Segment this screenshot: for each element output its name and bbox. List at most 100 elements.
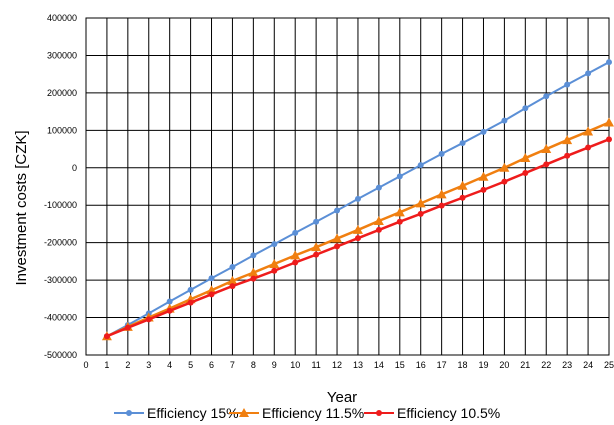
- x-tick-label: 0: [83, 360, 88, 370]
- data-point: [292, 229, 299, 236]
- data-point: [417, 210, 424, 217]
- y-tick-label: 100000: [47, 125, 77, 135]
- data-point: [417, 162, 424, 169]
- y-tick-label: -100000: [44, 200, 77, 210]
- y-tick-label: 200000: [47, 88, 77, 98]
- data-point: [313, 251, 320, 258]
- x-tick-label: 15: [395, 360, 405, 370]
- legend-marker: [376, 410, 382, 416]
- data-point: [541, 144, 552, 154]
- data-point: [187, 286, 194, 293]
- legend-item-2: Efficiency 11.5%: [229, 405, 364, 421]
- legend-label: Efficiency 11.5%: [262, 405, 364, 421]
- data-point: [394, 207, 405, 217]
- data-point: [585, 70, 592, 77]
- y-tick-label: 300000: [47, 50, 77, 60]
- data-point: [522, 170, 529, 177]
- data-point: [375, 226, 382, 233]
- series-layer: [101, 59, 614, 341]
- data-point: [606, 59, 612, 66]
- data-point: [166, 298, 173, 305]
- data-point: [145, 316, 152, 323]
- data-point: [250, 252, 257, 259]
- x-tick-label: 18: [458, 360, 468, 370]
- x-tick-label: 22: [541, 360, 551, 370]
- y-tick-label: -500000: [44, 350, 77, 360]
- series-3: [103, 136, 612, 340]
- data-point: [103, 333, 110, 340]
- data-point: [334, 207, 341, 214]
- data-point: [229, 264, 236, 271]
- data-point: [396, 173, 403, 180]
- data-point: [248, 267, 259, 277]
- data-point: [604, 117, 614, 127]
- data-point: [124, 324, 131, 331]
- data-point: [187, 299, 194, 306]
- data-point: [564, 81, 571, 88]
- data-point: [375, 184, 382, 191]
- data-point: [334, 243, 341, 250]
- data-point: [271, 241, 278, 248]
- data-point: [354, 235, 361, 242]
- data-point: [564, 152, 571, 159]
- x-tick-label: 25: [604, 360, 614, 370]
- data-point: [415, 198, 426, 208]
- data-point: [436, 189, 447, 199]
- data-point: [480, 128, 487, 135]
- data-point: [208, 291, 215, 298]
- x-tick-label: 21: [520, 360, 530, 370]
- x-tick-label: 23: [562, 360, 572, 370]
- y-tick-label: -300000: [44, 275, 77, 285]
- data-point: [543, 93, 550, 100]
- data-point: [166, 307, 173, 314]
- data-point: [478, 171, 489, 181]
- data-point: [606, 136, 612, 143]
- x-tick-label: 2: [125, 360, 130, 370]
- y-axis-ticks: -500000 -400000 -300000 -200000 -100000 0 1000…: [44, 13, 77, 360]
- data-point: [292, 259, 299, 266]
- data-point: [250, 275, 257, 282]
- legend-marker: [239, 408, 249, 417]
- data-point: [480, 186, 487, 193]
- data-point: [520, 153, 531, 163]
- legend-label: Efficiency 15%: [147, 405, 239, 421]
- x-tick-label: 10: [290, 360, 300, 370]
- data-point: [332, 233, 343, 243]
- y-tick-label: -400000: [44, 313, 77, 323]
- data-point: [522, 105, 529, 112]
- x-tick-label: 8: [251, 360, 256, 370]
- x-tick-label: 17: [437, 360, 447, 370]
- x-tick-label: 12: [332, 360, 342, 370]
- data-point: [457, 180, 468, 190]
- legend-marker: [126, 410, 132, 416]
- x-tick-label: 4: [167, 360, 172, 370]
- x-axis-title: Year: [327, 389, 357, 406]
- x-tick-label: 9: [272, 360, 277, 370]
- legend-item-3: Efficiency 10.5%: [364, 405, 500, 421]
- data-point: [499, 162, 510, 172]
- plot-area-border: [85, 17, 610, 356]
- data-point: [438, 202, 445, 209]
- x-tick-label: 19: [478, 360, 488, 370]
- data-point: [396, 218, 403, 225]
- data-point: [459, 140, 466, 147]
- x-tick-label: 3: [146, 360, 151, 370]
- data-point: [373, 215, 384, 225]
- y-tick-label: -200000: [44, 238, 77, 248]
- data-point: [583, 126, 594, 136]
- data-point: [562, 135, 573, 145]
- data-point: [354, 195, 361, 202]
- x-tick-label: 14: [374, 360, 384, 370]
- legend: Efficiency 15% Efficiency 11.5% Efficiency…: [114, 405, 500, 421]
- x-tick-label: 16: [416, 360, 426, 370]
- data-point: [313, 218, 320, 225]
- data-point: [269, 259, 280, 269]
- data-point: [438, 150, 445, 157]
- x-tick-label: 1: [104, 360, 109, 370]
- data-point: [206, 285, 217, 295]
- data-point: [585, 144, 592, 151]
- x-tick-label: 20: [499, 360, 509, 370]
- data-point: [501, 178, 508, 185]
- x-tick-label: 6: [209, 360, 214, 370]
- x-tick-label: 13: [353, 360, 363, 370]
